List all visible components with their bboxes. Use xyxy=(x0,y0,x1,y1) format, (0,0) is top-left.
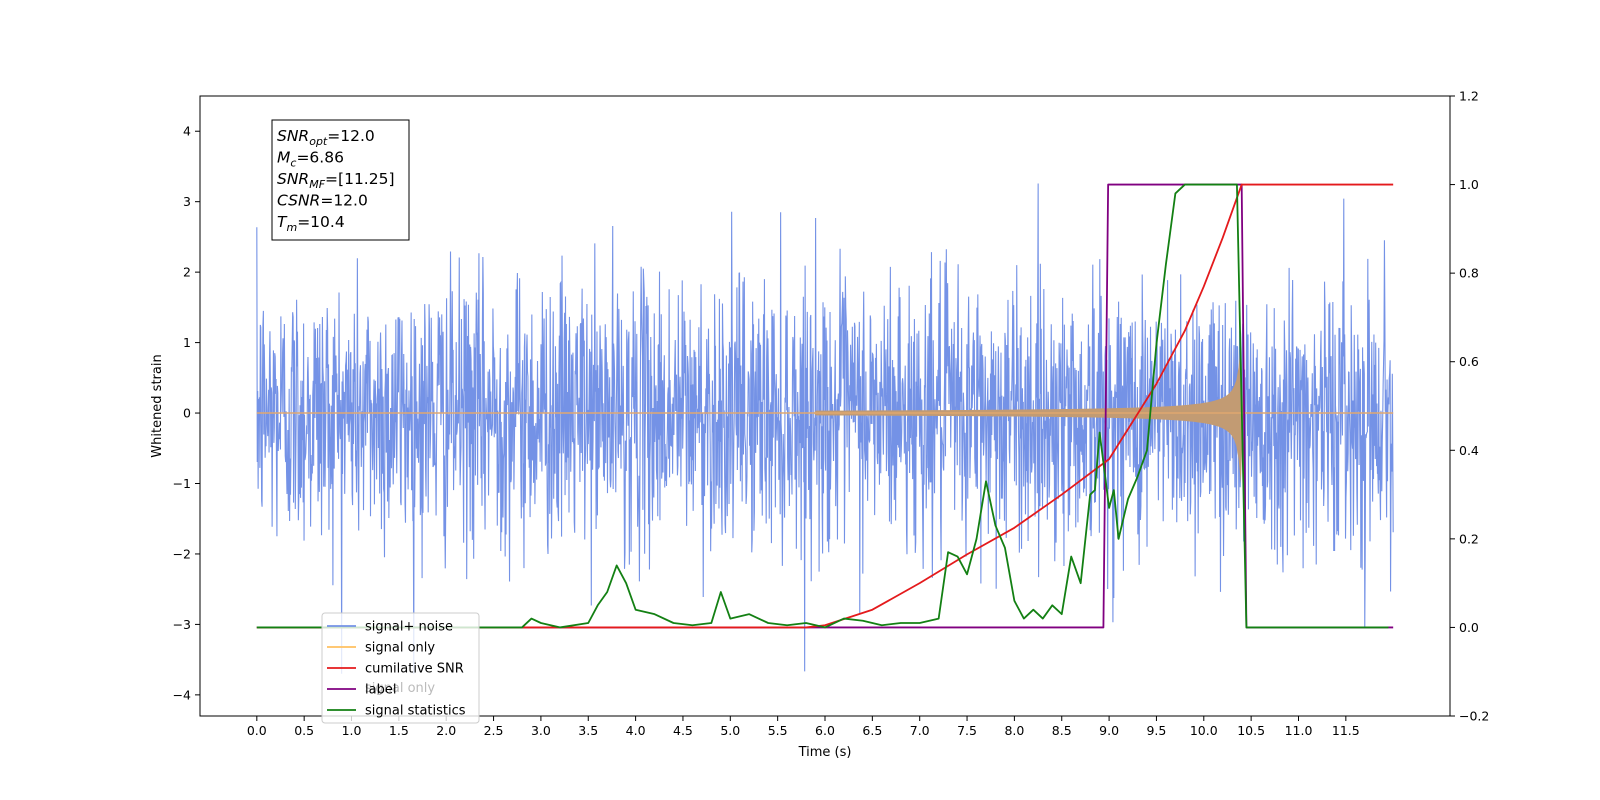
annotation-sub: c xyxy=(290,157,296,170)
annotation-line: SNRMF=[11.25] xyxy=(277,170,395,191)
annotation-value: =6.86 xyxy=(296,149,344,167)
legend-frame xyxy=(321,612,480,724)
y2-tick-label: 0.6 xyxy=(1459,354,1479,369)
x-tick-label: 11.5 xyxy=(1332,723,1360,738)
annotation-frame xyxy=(271,119,410,241)
y2-tick-label: 1.2 xyxy=(1459,89,1479,104)
y2-tick-label: 0.0 xyxy=(1459,620,1479,635)
y2-tick-label: 0.2 xyxy=(1459,531,1479,546)
x-tick-label: 2.5 xyxy=(484,723,504,738)
annotation-base: SNR xyxy=(277,127,309,145)
x-tick-label: 8.5 xyxy=(1052,723,1072,738)
x-tick-label: 0.5 xyxy=(294,723,314,738)
annotation-line: Mc=6.86 xyxy=(277,149,344,170)
x-tick-label: 3.5 xyxy=(578,723,598,738)
annotation-line: Tm=10.4 xyxy=(277,213,345,234)
x-axis-label: Time (s) xyxy=(798,745,852,760)
x-tick-label: 10.0 xyxy=(1190,723,1218,738)
y-tick-label: −1 xyxy=(173,476,191,491)
x-tick-label: 5.5 xyxy=(768,723,788,738)
annotation-line: SNRopt=12.0 xyxy=(277,127,375,148)
legend-label: signal+ noise xyxy=(365,620,453,635)
legend-label: cumilative SNR xyxy=(365,662,464,677)
annotation-value: =10.4 xyxy=(297,213,345,231)
annotation-base: CSNR xyxy=(277,192,320,210)
annotation-value: =12.0 xyxy=(327,127,375,145)
y-tick-label: −2 xyxy=(173,546,191,561)
annotation-sub: m xyxy=(286,221,297,234)
x-tick-label: 5.0 xyxy=(720,723,740,738)
x-tick-label: 4.5 xyxy=(673,723,693,738)
annotation-box: SNRopt=12.0Mc=6.86SNRMF=[11.25]CSNR=12.0… xyxy=(271,119,410,241)
series-cumulative-snr xyxy=(256,183,1394,629)
y-tick-label: 1 xyxy=(183,335,191,350)
series-signal-statistics xyxy=(256,183,1389,629)
x-axis: 0.0 0.5 1.0 1.5 2.0 2.5 3.0 3.5 4.0 4.5 5.0 5.5 6.0 6… xyxy=(247,716,1360,738)
x-tick-label: 6.5 xyxy=(862,723,882,738)
y2-tick-label: −0.2 xyxy=(1459,709,1489,724)
x-tick-label: 8.0 xyxy=(1004,723,1024,738)
y-tick-label: 3 xyxy=(183,194,191,209)
annotation-base: SNR xyxy=(277,170,309,188)
x-tick-label: 11.0 xyxy=(1285,723,1313,738)
x-tick-label: 7.5 xyxy=(957,723,977,738)
annotation-base: T xyxy=(277,213,288,231)
plot-series-group xyxy=(256,183,1394,674)
x-tick-label: 4.0 xyxy=(626,723,646,738)
legend-label: signal only xyxy=(365,641,435,656)
x-tick-label: 10.5 xyxy=(1237,723,1265,738)
y-tick-label: 0 xyxy=(183,406,191,421)
legend-label: label xyxy=(365,683,396,698)
annotation-sub: opt xyxy=(309,135,328,148)
y-axis-label: Whitened strain xyxy=(150,354,165,457)
legend: signal only signal+ noise signal only cumil… xyxy=(321,612,480,724)
x-tick-label: 1.0 xyxy=(342,723,362,738)
x-tick-label: 9.5 xyxy=(1146,723,1166,738)
x-tick-label: 3.0 xyxy=(531,723,551,738)
legend-label: signal statistics xyxy=(365,704,466,719)
annotation-value: =[11.25] xyxy=(325,170,394,188)
y2-tick-label: 0.8 xyxy=(1459,266,1479,281)
x-tick-label: 2.0 xyxy=(436,723,456,738)
x-tick-label: 9.0 xyxy=(1099,723,1119,738)
y2-tick-label: 1.0 xyxy=(1459,177,1479,192)
y-axis-right: 1.2 1.0 0.8 0.6 0.4 0.2 0.0 −0.2 xyxy=(1450,89,1489,724)
y-tick-label: 4 xyxy=(183,124,191,139)
x-tick-label: 6.0 xyxy=(815,723,835,738)
x-tick-label: 1.5 xyxy=(389,723,409,738)
annotation-line: CSNR=12.0 xyxy=(277,192,368,210)
legend-ghost-text: signal only xyxy=(365,681,435,696)
annotation-base: M xyxy=(277,149,290,167)
y2-tick-label: 0.4 xyxy=(1459,443,1479,458)
x-tick-label: 7.0 xyxy=(910,723,930,738)
annotation-sub: MF xyxy=(309,178,325,191)
y-axis-left: 4 3 2 1 0 −1 −2 −3 −4 xyxy=(173,124,200,702)
y-tick-label: −4 xyxy=(173,687,191,702)
x-tick-label: 0.0 xyxy=(247,723,267,738)
y-tick-label: 2 xyxy=(183,265,191,280)
annotation-value: =12.0 xyxy=(320,192,368,210)
y-tick-label: −3 xyxy=(173,617,191,632)
